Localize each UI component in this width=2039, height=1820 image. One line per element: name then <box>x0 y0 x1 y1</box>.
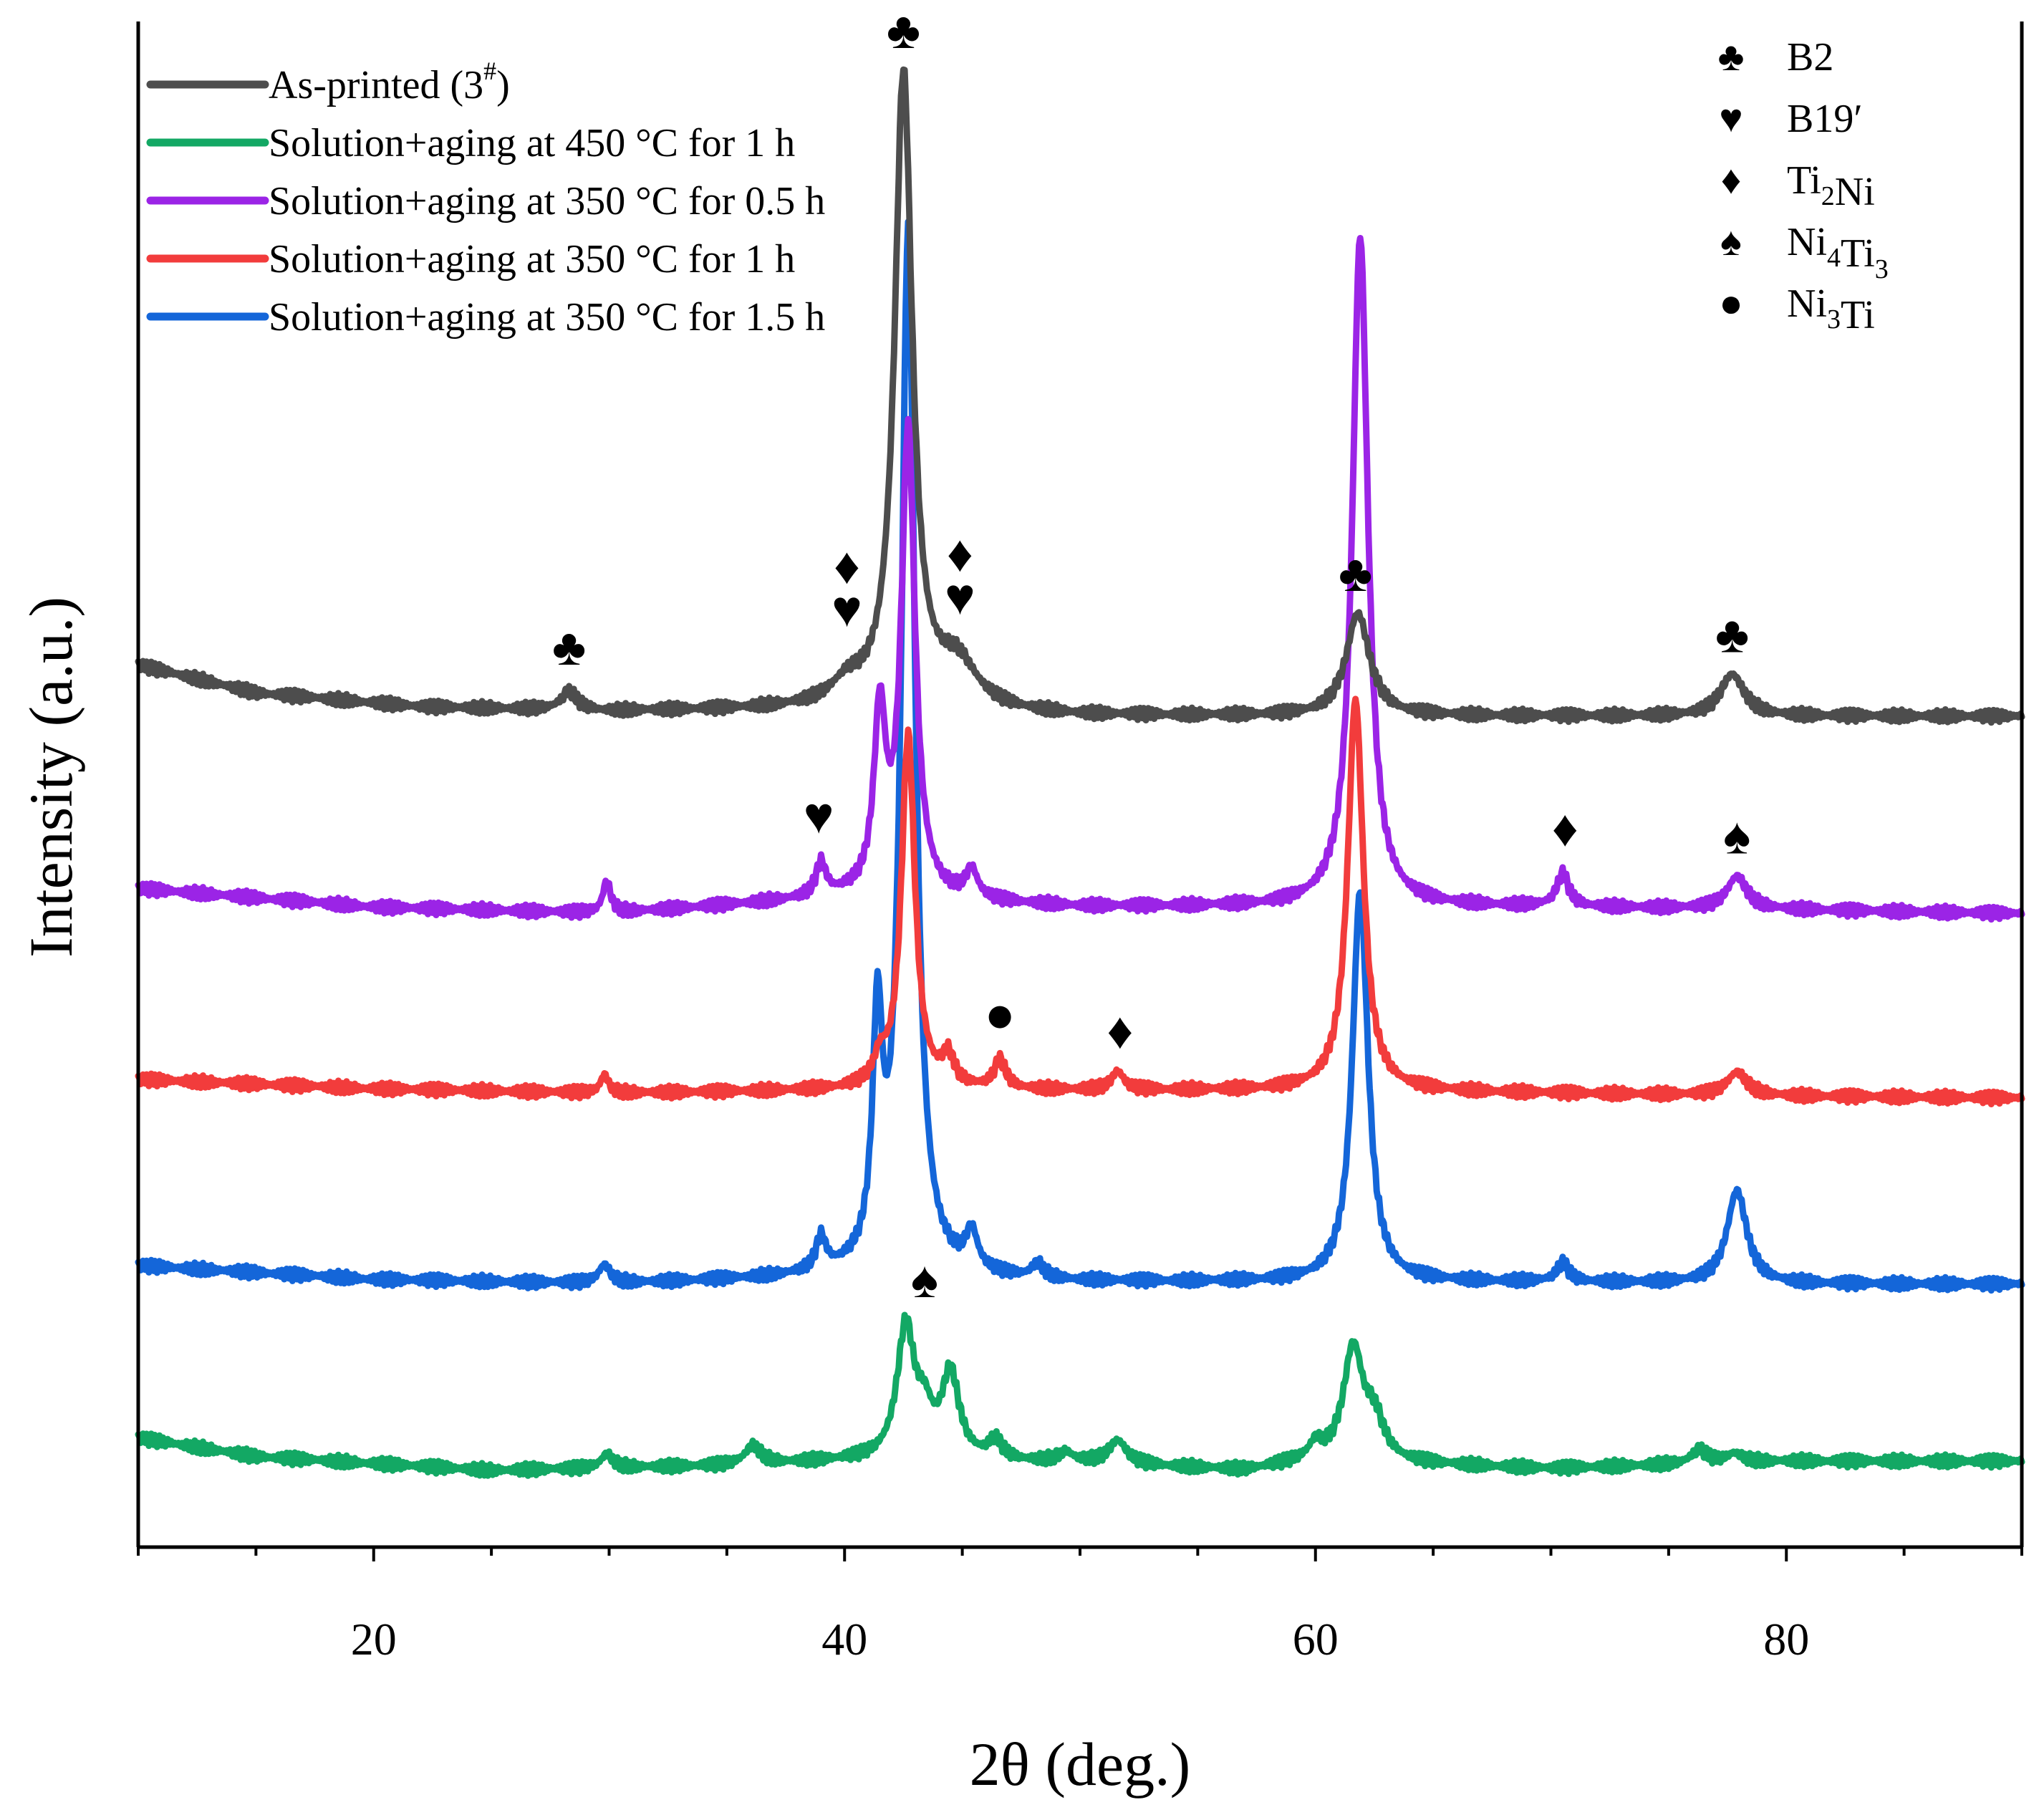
phase-symbol: ♥ <box>1719 97 1742 141</box>
peak-marker: ♦ <box>1552 800 1578 857</box>
phase-label: Ni3Ti <box>1787 281 1875 337</box>
legend-label-4: Solution+aging at 450 °C for 1 h <box>269 121 795 165</box>
series-line-0 <box>135 66 2025 726</box>
peak-marker: ♥ <box>945 568 975 625</box>
legend-label-2: Solution+aging at 350 °C for 1 h <box>269 237 795 281</box>
peak-marker: ♦ <box>947 525 973 582</box>
series-legend: As-printed (3#) Solution+aging at 450 °C … <box>146 57 825 340</box>
phase-symbol: ● <box>1719 281 1743 326</box>
phase-label: B19′ <box>1787 97 1863 141</box>
y-axis-title: Intensity (a.u.) <box>16 597 85 958</box>
peak-marker: ♣ <box>1715 606 1749 663</box>
peak-marker: ● <box>984 986 1016 1043</box>
series-line-2 <box>135 695 2025 1107</box>
phase-symbol: ♣ <box>1718 35 1745 80</box>
peak-annotations: ♣♦♥♣♦♥ ♣♣♥ ♦ ♠● ♦♠ <box>552 2 1750 1309</box>
phase-label: Ti2Ni <box>1787 158 1875 214</box>
legend-label-3: Solution+aging at 350 °C for 1.5 h <box>269 295 825 340</box>
phase-symbol: ♦ <box>1721 158 1742 203</box>
legend-label-0: As-printed (3#) <box>269 57 510 107</box>
phase-legend: ♣ B2 ♥ B19′ ♦ Ti2Ni ♠ Ni4Ti3 ● Ni3Ti <box>1718 35 1889 337</box>
x-ticks: 20 40 60 80 <box>137 1547 2023 1665</box>
x-tick-label: 20 <box>351 1614 397 1665</box>
x-axis-title: 2θ (deg.) <box>970 1730 1191 1799</box>
peak-marker: ♣ <box>887 2 920 59</box>
legend-label-1: Solution+aging at 350 °C for 0.5 h <box>269 179 825 223</box>
peak-marker: ♠ <box>911 1251 938 1309</box>
peak-marker: ♥ <box>804 787 834 844</box>
x-tick-label: 40 <box>821 1614 867 1665</box>
peak-marker: ♦ <box>1107 1002 1134 1059</box>
phase-label: Ni4Ti3 <box>1787 220 1889 284</box>
series-curves <box>135 66 2025 1479</box>
series-line-4 <box>135 1311 2025 1479</box>
series-line-1 <box>135 235 2025 923</box>
x-tick-label: 80 <box>1763 1614 1809 1665</box>
x-tick-label: 60 <box>1293 1614 1339 1665</box>
phase-symbol: ♠ <box>1720 220 1742 264</box>
series-line-3 <box>135 218 2025 1294</box>
peak-marker: ♥ <box>831 580 862 637</box>
peak-marker: ♣ <box>1339 545 1372 602</box>
peak-marker: ♦ <box>834 537 860 594</box>
phase-label: B2 <box>1787 35 1833 80</box>
peak-marker: ♠ <box>1723 808 1750 865</box>
peak-marker: ♣ <box>552 619 586 676</box>
